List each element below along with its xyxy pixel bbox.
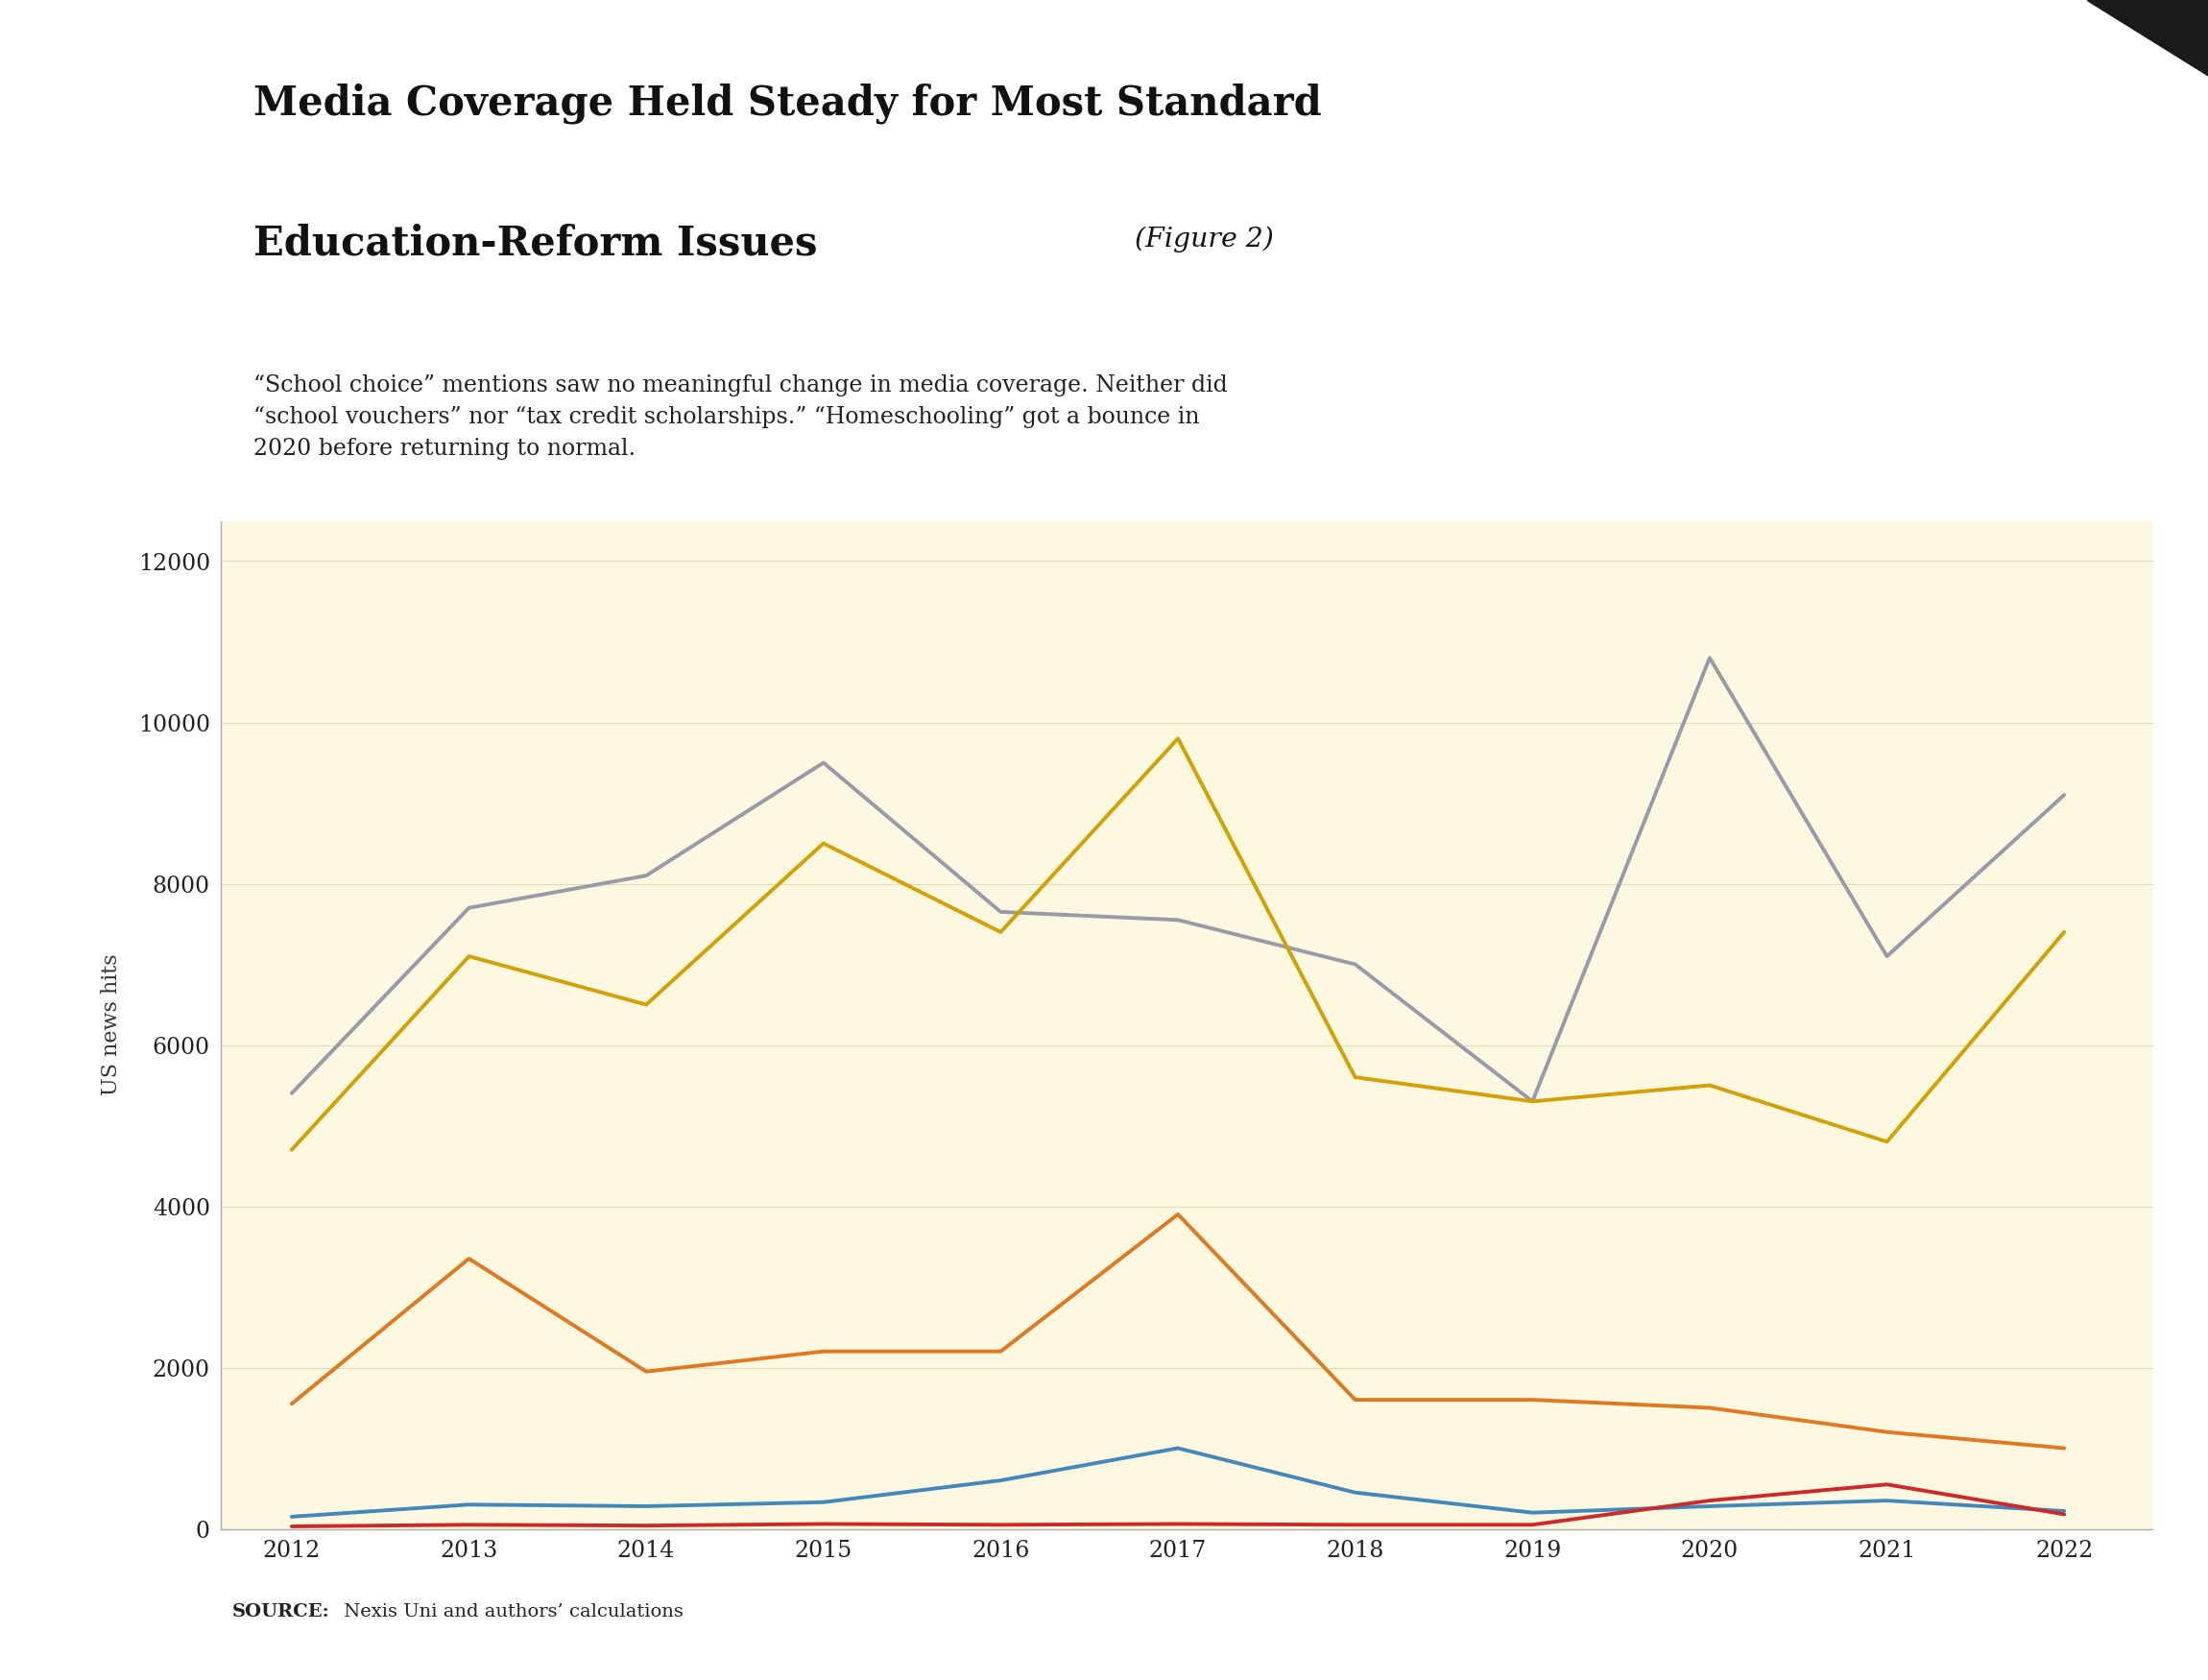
Text: Education-Reform Issues: Education-Reform Issues — [254, 223, 817, 264]
Polygon shape — [2087, 0, 2208, 76]
Y-axis label: US news hits: US news hits — [102, 954, 121, 1095]
Text: Media Coverage Held Steady for Most Standard: Media Coverage Held Steady for Most Stan… — [254, 84, 1323, 124]
Text: Nexis Uni and authors’ calculations: Nexis Uni and authors’ calculations — [338, 1603, 682, 1620]
Text: (Figure 2): (Figure 2) — [1126, 227, 1274, 252]
Text: “School choice” mentions saw no meaningful change in media coverage. Neither did: “School choice” mentions saw no meaningf… — [254, 375, 1228, 460]
Text: SOURCE:: SOURCE: — [232, 1603, 329, 1620]
